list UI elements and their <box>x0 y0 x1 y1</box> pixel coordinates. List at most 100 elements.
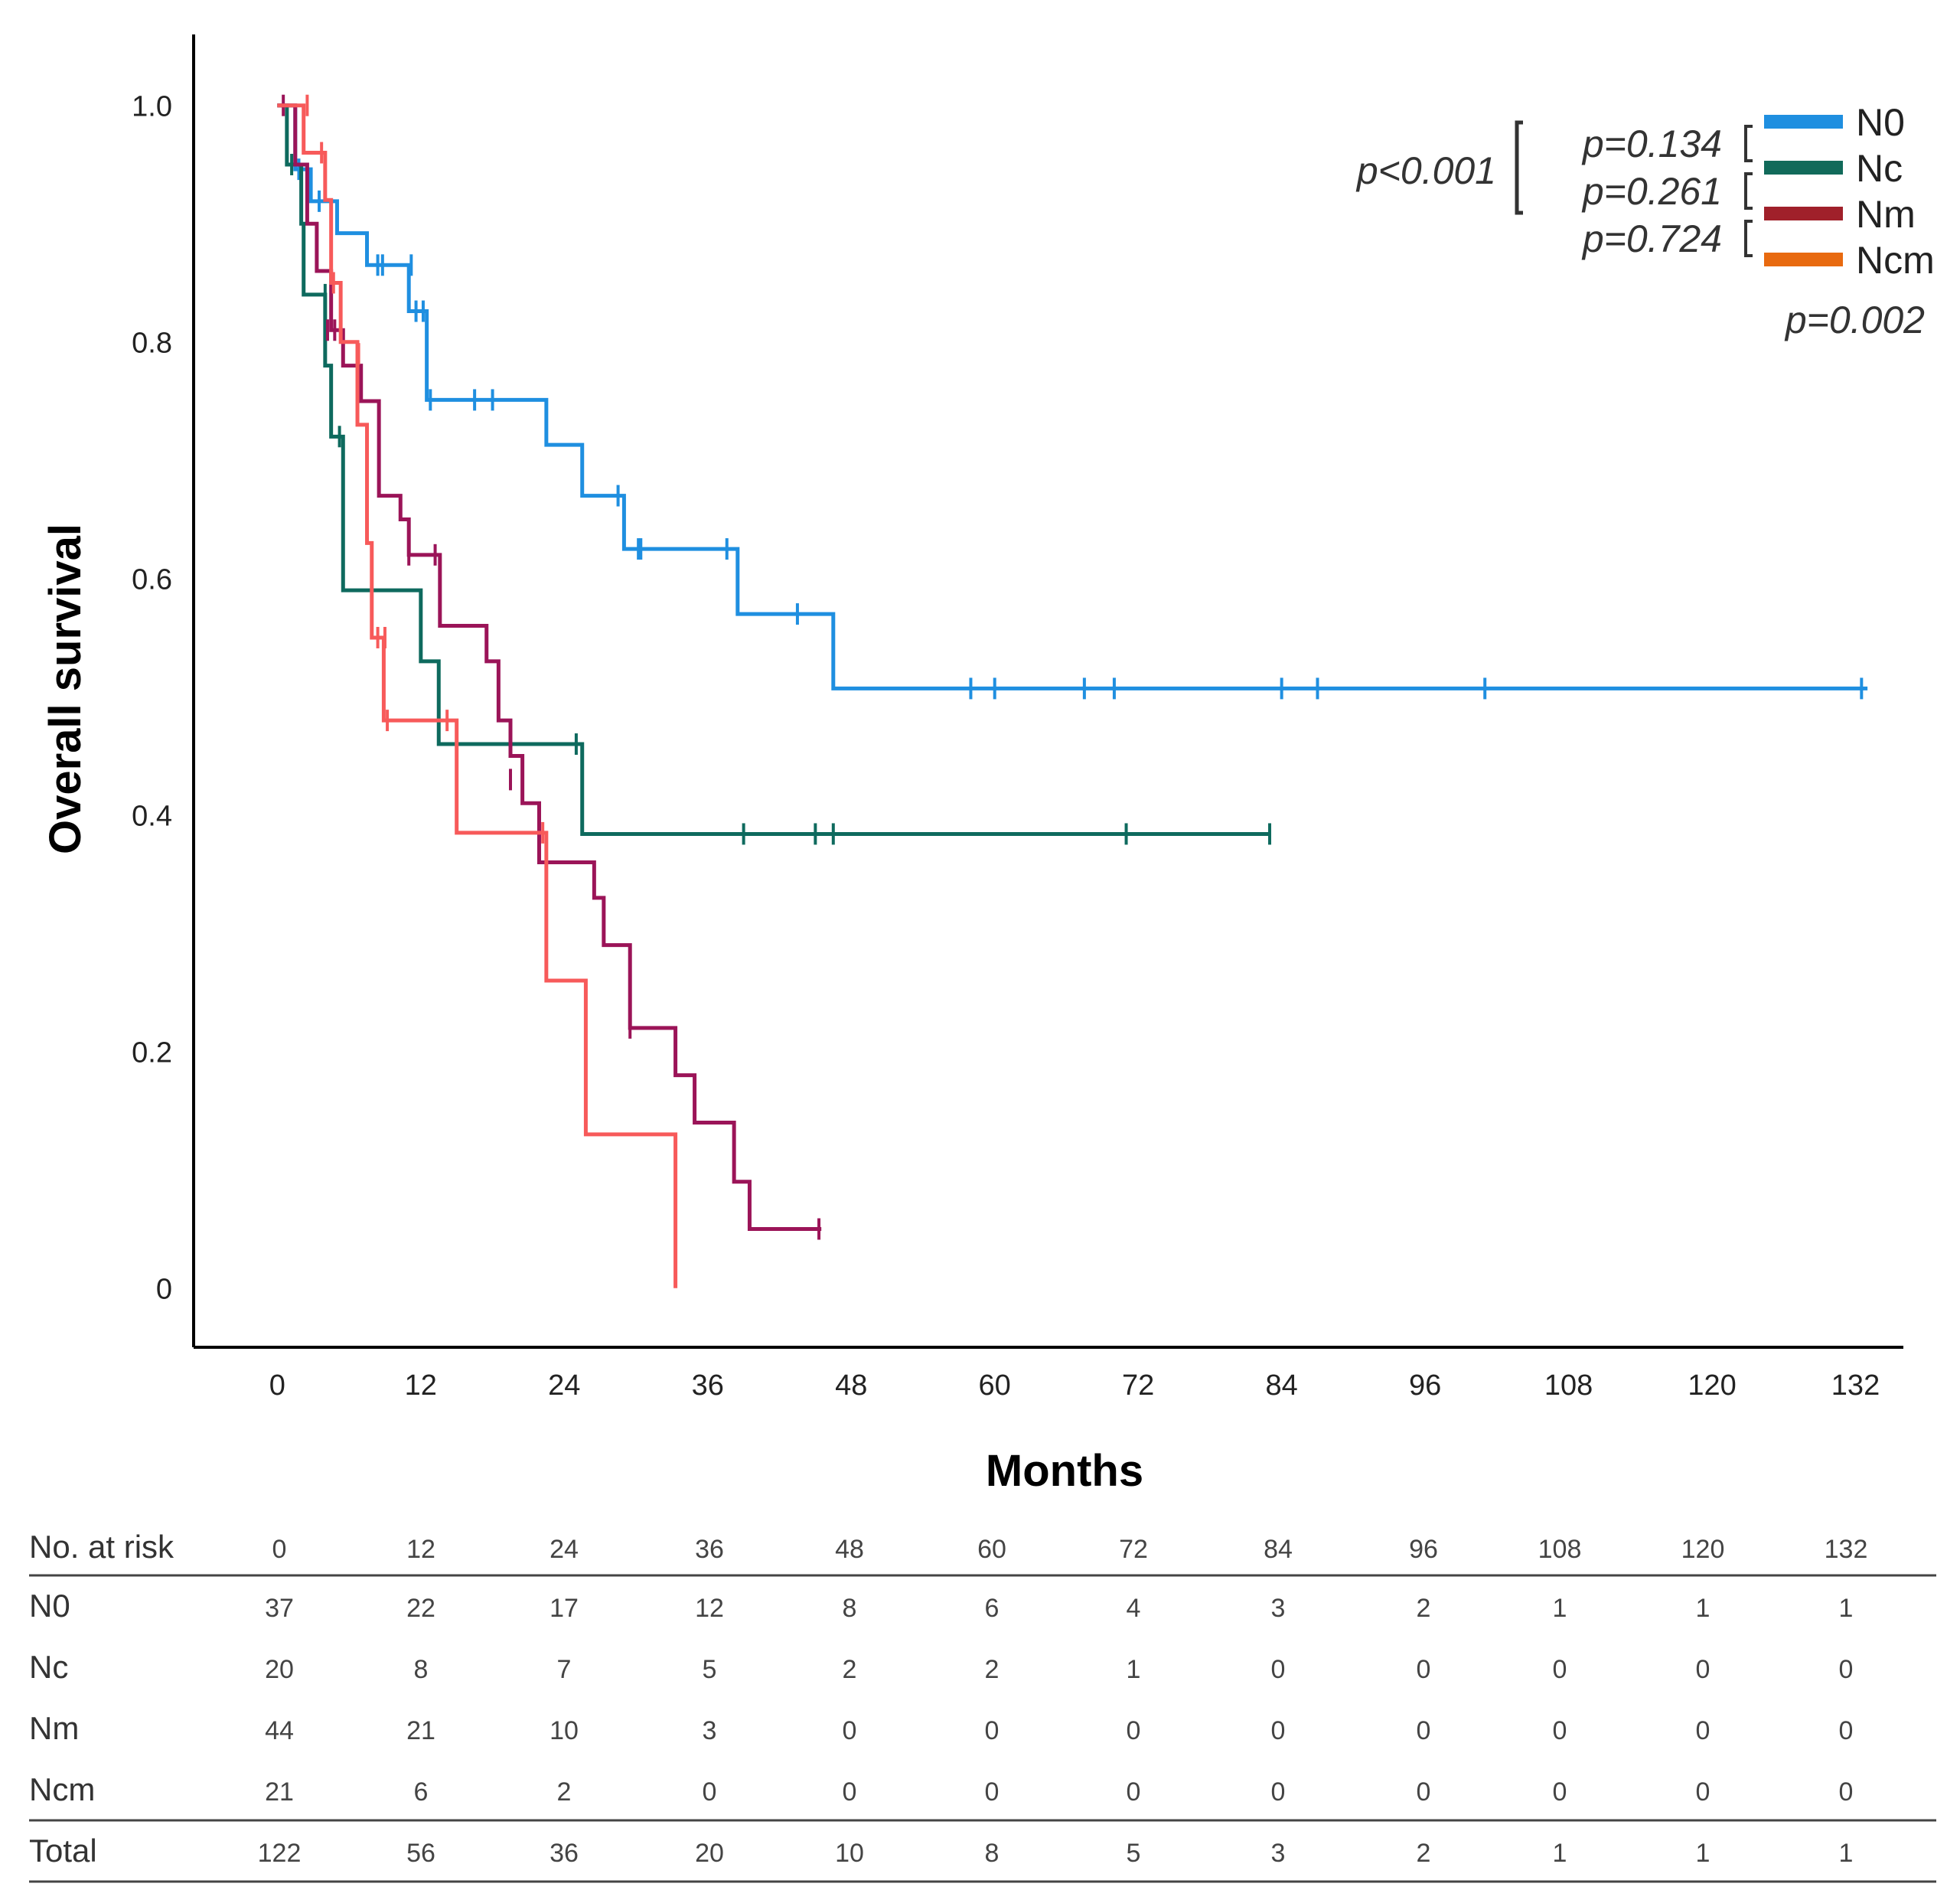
risk-row-label: Nm <box>29 1710 79 1746</box>
p-value-n0-ncm: p=0.002 <box>1784 299 1925 341</box>
p-value-nc-nm: p=0.261 <box>1581 170 1722 213</box>
x-tick-labels: 0 12 24 36 48 60 72 84 96 108 120 132 <box>269 1369 1880 1402</box>
risk-cell: 20 <box>695 1839 724 1868</box>
risk-cell: 1 <box>1696 1594 1711 1623</box>
x-tick-label: 72 <box>1122 1369 1154 1402</box>
legend-label: Nc <box>1856 147 1903 190</box>
risk-cell: 0 <box>1696 1777 1711 1807</box>
risk-row-label: Nc <box>29 1649 68 1685</box>
risk-row-label: Total <box>29 1833 97 1869</box>
risk-cell: 0 <box>985 1777 1000 1807</box>
risk-cell: 2 <box>843 1655 857 1684</box>
axes-layer <box>192 34 1903 1349</box>
risk-cell: 10 <box>835 1839 864 1868</box>
risk-cell: 2 <box>985 1655 1000 1684</box>
risk-cell: 22 <box>406 1594 435 1623</box>
km-curve-n0 <box>277 103 1868 690</box>
risk-cell: 8 <box>985 1839 1000 1868</box>
risk-cell: 0 <box>1417 1716 1431 1745</box>
risk-column-header: 48 <box>835 1535 864 1564</box>
series-n0 <box>277 103 1868 700</box>
risk-table-header: No. at risk <box>29 1529 174 1565</box>
p-value-n0-nc: p=0.134 <box>1581 122 1722 165</box>
risk-cell: 8 <box>843 1594 857 1623</box>
risk-cell: 0 <box>1271 1777 1286 1807</box>
legend-swatch <box>1764 115 1843 129</box>
risk-cell: 2 <box>1417 1839 1431 1868</box>
risk-column-header: 84 <box>1264 1535 1293 1564</box>
risk-cell: 3 <box>703 1716 717 1745</box>
x-tick-label: 120 <box>1688 1369 1736 1402</box>
risk-cell: 10 <box>550 1716 579 1745</box>
km-curve-nm <box>277 103 822 1231</box>
legend-swatch <box>1764 207 1843 220</box>
risk-cell: 37 <box>265 1594 294 1623</box>
series-layer <box>277 94 1868 1288</box>
risk-cell: 7 <box>557 1655 572 1684</box>
x-tick-label: 0 <box>269 1369 285 1402</box>
series-nc <box>277 103 1272 845</box>
risk-cell: 17 <box>550 1594 579 1623</box>
x-axis-title: Months <box>986 1446 1143 1496</box>
risk-cell: 1 <box>1553 1839 1567 1868</box>
legend-label: Ncm <box>1856 239 1935 282</box>
risk-cell: 0 <box>1696 1655 1711 1684</box>
bracket-nc-nm <box>1744 172 1753 210</box>
risk-cell: 2 <box>557 1777 572 1807</box>
risk-column-header: 24 <box>550 1535 579 1564</box>
risk-cell: 6 <box>414 1777 429 1807</box>
risk-cell: 0 <box>1839 1716 1854 1745</box>
risk-cell: 0 <box>1839 1777 1854 1807</box>
y-tick-label: 0 <box>156 1274 172 1306</box>
risk-cell: 0 <box>843 1716 857 1745</box>
risk-cell: 56 <box>406 1839 435 1868</box>
risk-cell: 5 <box>703 1655 717 1684</box>
risk-cell: 0 <box>985 1716 1000 1745</box>
risk-row-label: N0 <box>29 1588 70 1624</box>
risk-column-header: 132 <box>1825 1535 1868 1564</box>
risk-cell: 44 <box>265 1716 294 1745</box>
series-nm <box>277 94 822 1240</box>
risk-cell: 0 <box>843 1777 857 1807</box>
risk-cell: 0 <box>1127 1716 1141 1745</box>
y-tick-label: 1.0 <box>132 91 172 123</box>
y-tick-label: 0.4 <box>132 801 172 833</box>
p-value-nm-ncm: p=0.724 <box>1581 217 1722 260</box>
x-tick-label: 60 <box>979 1369 1011 1402</box>
risk-cell: 0 <box>1839 1655 1854 1684</box>
y-tick-label: 0.6 <box>132 564 172 596</box>
risk-cell: 0 <box>1271 1655 1286 1684</box>
risk-cell: 21 <box>406 1716 435 1745</box>
legend-label: N0 <box>1856 101 1905 144</box>
y-axis-title: Overall survival <box>41 524 90 854</box>
risk-cell: 4 <box>1127 1594 1141 1623</box>
bracket-overall <box>1515 120 1523 215</box>
risk-cell: 1 <box>1127 1655 1141 1684</box>
bracket-nm-ncm <box>1744 220 1753 257</box>
risk-cell: 20 <box>265 1655 294 1684</box>
x-tick-label: 96 <box>1409 1369 1441 1402</box>
risk-column-header: 120 <box>1681 1535 1725 1564</box>
km-curve-ncm <box>277 103 678 1288</box>
risk-cell: 1 <box>1839 1594 1854 1623</box>
risk-column-header: 12 <box>406 1535 435 1564</box>
x-tick-label: 24 <box>548 1369 580 1402</box>
risk-cell: 0 <box>1553 1655 1567 1684</box>
legend-swatch <box>1764 161 1843 175</box>
risk-cell: 36 <box>550 1839 579 1868</box>
risk-cell: 0 <box>1417 1777 1431 1807</box>
risk-cell: 0 <box>1696 1716 1711 1745</box>
risk-column-header: 60 <box>977 1535 1006 1564</box>
y-tick-labels: 1.0 0.8 0.6 0.4 0.2 0 <box>132 91 172 1306</box>
risk-cell: 0 <box>703 1777 717 1807</box>
risk-column-header: 96 <box>1409 1535 1438 1564</box>
x-tick-label: 48 <box>835 1369 867 1402</box>
series-ncm <box>277 94 678 1288</box>
risk-cell: 12 <box>695 1594 724 1623</box>
x-tick-label: 132 <box>1831 1369 1880 1402</box>
legend-swatch <box>1764 253 1843 266</box>
risk-column-header: 36 <box>695 1535 724 1564</box>
risk-column-header: 108 <box>1538 1535 1582 1564</box>
